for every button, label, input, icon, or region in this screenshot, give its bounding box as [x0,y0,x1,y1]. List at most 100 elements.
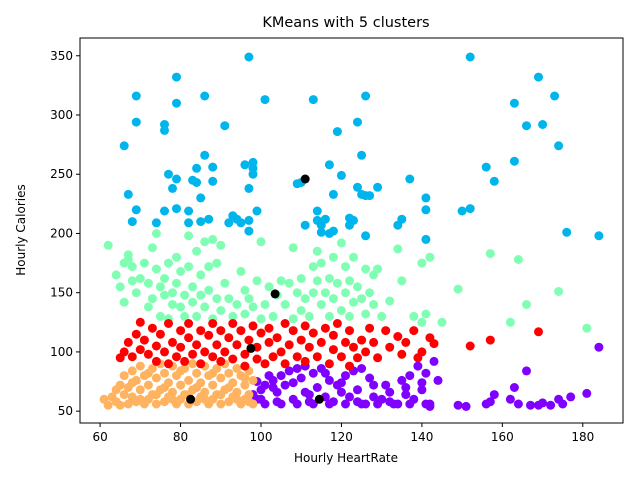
data-point-cluster-1 [208,162,218,172]
data-point-cluster-2 [115,282,125,292]
y-axis: 50 100 150 200 250 300 350 [50,49,80,418]
data-point-cluster-1 [550,91,560,101]
data-point-cluster-4 [300,356,310,366]
data-point-cluster-4 [155,329,165,339]
data-point-cluster-4 [341,337,350,347]
data-point-cluster-1 [361,231,371,241]
data-point-cluster-4 [139,335,149,345]
data-point-cluster-1 [127,217,137,227]
data-point-cluster-1 [332,127,342,137]
data-point-cluster-2 [188,297,198,307]
data-point-cluster-4 [385,342,395,352]
data-point-cluster-4 [328,345,338,355]
data-point-cluster-4 [361,347,371,357]
data-point-cluster-0 [397,375,407,385]
data-point-cluster-1 [224,218,234,228]
data-point-cluster-2 [324,274,334,283]
data-point-cluster-4 [164,359,173,369]
data-point-cluster-0 [582,388,592,398]
data-point-cluster-3 [216,399,226,409]
data-point-cluster-2 [369,300,379,309]
x-axis: 60 80 100 120 140 160 180 [92,423,594,444]
data-point-cluster-2 [522,300,531,309]
data-point-cluster-4 [184,319,194,328]
data-point-cluster-1 [196,217,206,227]
data-point-cluster-0 [353,385,362,395]
data-point-cluster-1 [184,206,194,216]
points-layer [99,52,604,411]
x-tick-label: 140 [410,430,433,444]
data-point-cluster-2 [357,294,367,304]
data-point-cluster-4 [208,352,218,362]
data-point-cluster-4 [240,361,250,371]
data-point-cluster-3 [135,385,145,395]
data-point-cluster-0 [417,385,427,395]
data-point-cluster-2 [200,237,210,247]
x-tick-label: 160 [491,430,514,444]
data-point-cluster-2 [276,276,286,286]
data-point-cluster-2 [292,288,302,298]
data-point-cluster-1 [312,206,322,216]
data-point-cluster-3 [123,399,133,409]
data-point-cluster-2 [244,294,254,304]
data-point-cluster-4 [345,326,354,336]
data-point-cluster-2 [224,294,234,304]
data-point-cluster-2 [151,229,161,238]
data-point-cluster-0 [461,401,471,411]
data-point-cluster-2 [328,294,338,304]
data-point-cluster-4 [151,356,161,366]
data-point-cluster-2 [284,278,294,288]
data-point-cluster-4 [147,323,157,333]
data-point-cluster-0 [284,366,294,376]
data-point-cluster-1 [172,98,181,108]
data-point-cluster-0 [558,399,568,409]
data-point-cluster-0 [304,397,314,407]
data-point-cluster-4 [413,353,423,363]
data-point-cluster-2 [143,302,153,312]
data-point-cluster-2 [312,276,322,286]
data-point-cluster-4 [320,323,330,333]
data-point-cluster-1 [300,220,310,230]
data-point-cluster-0 [357,364,367,373]
data-point-cluster-3 [119,371,129,381]
data-point-cluster-0 [341,371,350,381]
data-point-cluster-2 [192,246,202,256]
data-point-cluster-1 [131,91,141,101]
data-point-cluster-3 [160,368,169,378]
data-point-cluster-2 [288,243,298,253]
data-point-cluster-0 [433,375,443,385]
data-point-cluster-2 [200,302,210,312]
data-point-cluster-3 [232,364,242,373]
data-point-cluster-2 [212,294,222,304]
data-point-cluster-2 [332,278,342,288]
data-point-cluster-2 [127,276,137,286]
data-point-cluster-0 [280,380,290,390]
data-point-cluster-2 [320,288,330,298]
data-point-cluster-0 [336,387,346,397]
data-point-cluster-2 [119,297,129,307]
data-point-cluster-4 [224,333,234,343]
data-point-cluster-4 [131,329,141,339]
data-point-cluster-1 [509,98,519,108]
data-point-cluster-2 [373,264,383,274]
data-point-cluster-2 [417,258,427,268]
data-point-cluster-1 [119,141,129,151]
data-point-cluster-3 [168,387,177,397]
data-point-cluster-4 [280,319,290,328]
data-point-cluster-2 [188,282,198,292]
data-point-cluster-0 [425,401,435,411]
y-tick-label: 200 [50,226,73,240]
data-point-cluster-1 [554,141,564,151]
data-point-cluster-2 [212,258,222,268]
data-point-cluster-2 [220,278,230,288]
data-point-cluster-4 [312,352,322,362]
data-point-cluster-1 [509,156,519,166]
data-point-cluster-4 [304,342,314,352]
data-point-cluster-2 [131,288,141,298]
y-tick-label: 300 [50,108,73,122]
data-point-cluster-4 [252,354,262,364]
data-point-cluster-2 [180,290,190,300]
data-point-cluster-3 [248,375,258,385]
data-point-cluster-0 [505,394,515,404]
